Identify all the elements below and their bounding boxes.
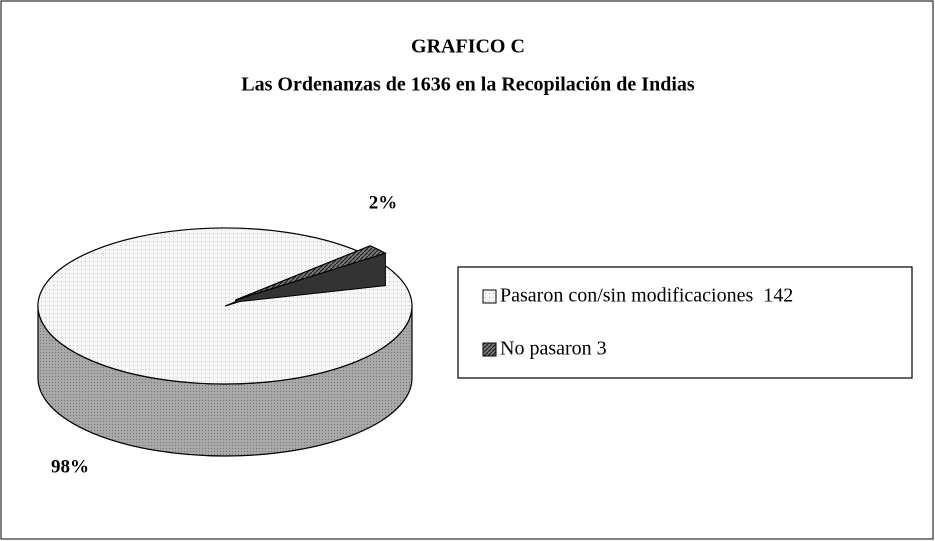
pie-slice: [235, 245, 387, 301]
legend-label: No pasaron 3: [500, 338, 607, 360]
legend-swatch: [482, 342, 497, 357]
legend: Pasaron con/sin modificaciones 142 No pas…: [482, 285, 793, 360]
chart-subtitle: Las Ordenanzas de 1636 en la Recopilació…: [241, 74, 695, 96]
data-label: 98%: [51, 456, 89, 477]
legend-label: Pasaron con/sin modificaciones 142: [500, 285, 793, 307]
pie: 98% 2%: [37, 192, 413, 477]
legend-box: [457, 266, 913, 379]
data-label: 2%: [369, 192, 398, 213]
legend-swatch: [482, 289, 497, 304]
chart-title: GRAFICO C: [411, 36, 525, 58]
